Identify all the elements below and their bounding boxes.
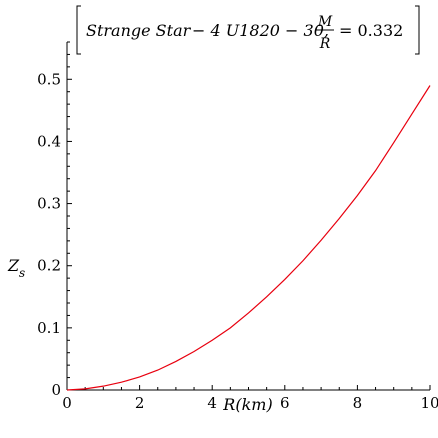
y-axis-label: Z s [7,256,25,280]
x-tick-label: 0 [62,394,72,412]
y-tick-label: 0.1 [37,319,61,337]
axes [66,42,430,391]
chart-title: Strange Star − 4 U1820 − 30, M R = 0.332 [76,5,420,55]
x-tick-label: 4 [207,394,217,412]
y-tick-label: 0.4 [37,132,61,150]
title-fraction-denominator: R [319,36,331,52]
title-right-bracket [415,5,420,55]
x-tick-label: 2 [135,394,145,412]
title-operator: − 4 U1820 − 30, [192,21,329,40]
title-left-bracket [76,5,81,55]
series-layer [66,85,431,391]
tick-labels: 0 2 4 6 8 10 0 0.1 0.2 0.3 0.4 0.5 [37,70,438,412]
y-tick-label: 0.5 [37,70,61,88]
y-axis-label-base: Z [7,256,20,275]
x-axis-label: R(km) [222,395,272,414]
title-prefix: Strange Star [86,21,192,40]
ticks [66,41,431,391]
y-tick-label: 0.2 [37,257,61,275]
x-axis-label-text: R(km) [222,395,272,414]
y-tick-label: 0 [51,381,61,399]
series-line [66,85,431,391]
y-tick-label: 0.3 [37,195,61,213]
title-equals-value: = 0.332 [339,21,403,40]
x-tick-label: 6 [280,394,290,412]
y-axis-label-subscript: s [19,266,25,280]
x-tick-label: 10 [420,394,438,412]
title-fraction-numerator: M [317,14,333,30]
x-tick-label: 8 [353,394,363,412]
